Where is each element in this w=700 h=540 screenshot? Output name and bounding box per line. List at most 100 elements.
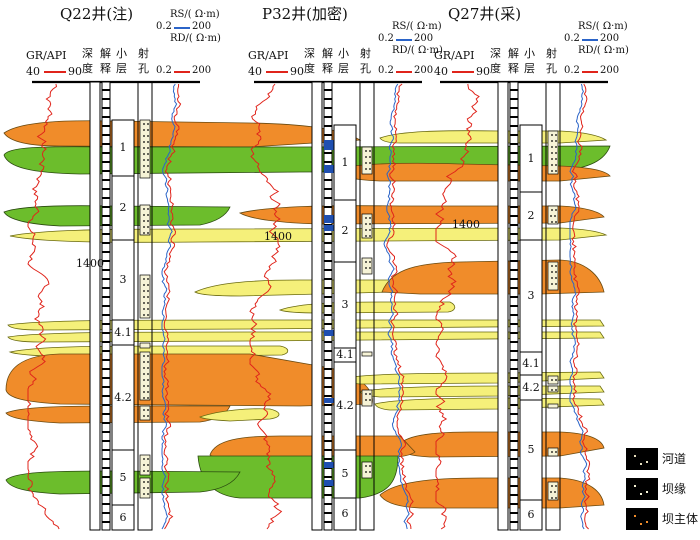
rs-curve: [383, 83, 410, 530]
rs-swatch: [582, 39, 598, 41]
perforation-dot: [147, 165, 149, 167]
perforation-interval: [139, 119, 151, 179]
perforation-dot: [551, 158, 553, 160]
perforation-dot: [147, 493, 149, 495]
layer-number: 4.1: [522, 356, 540, 370]
perforation-dot: [143, 159, 145, 161]
legend-dot: [640, 493, 642, 495]
perforation-dot: [369, 217, 371, 219]
perforation-dot: [143, 361, 145, 363]
legend-dot: [640, 523, 642, 525]
perforation-dot: [147, 458, 149, 460]
column-label-char: 射: [360, 47, 371, 60]
rd-label: RD/( Ω·m): [170, 33, 221, 44]
perforation-dot: [551, 140, 553, 142]
layer-number: 3: [527, 289, 535, 302]
perforation-interval: [547, 385, 559, 393]
perforation-interval: [547, 403, 559, 409]
gr-label: GR/API: [248, 49, 289, 62]
interpretation-mark: [324, 462, 336, 468]
column-label-char: 射: [546, 47, 557, 60]
perforation-dot: [147, 141, 149, 143]
well-track-group: [249, 80, 422, 531]
bar-edge-body: [278, 301, 456, 314]
layer-number: 2: [119, 201, 127, 214]
perforation-dot: [550, 491, 552, 493]
legend-dot: [646, 521, 648, 523]
perforation-dot: [369, 156, 371, 158]
gr-max: 90: [68, 65, 82, 78]
perforation-dot: [369, 168, 371, 170]
perforation-dot: [147, 397, 149, 399]
perforation-dot: [147, 373, 149, 375]
perforation-dot: [555, 146, 557, 148]
perforation-dot: [365, 465, 367, 467]
bar-main-body: [379, 477, 605, 509]
perforation-dot: [369, 229, 371, 231]
perforation-dot: [147, 214, 149, 216]
perforation-dot: [147, 226, 149, 228]
perforation-dot: [369, 150, 371, 152]
perforation-dot: [365, 156, 367, 158]
interpretation-mark: [324, 165, 336, 173]
perforation-dot: [551, 497, 553, 499]
perforation-dot: [143, 129, 145, 131]
perforation-interval: [547, 205, 559, 225]
column-label-char: 深: [304, 47, 315, 60]
perforation-dot: [147, 278, 149, 280]
perforation-dot: [143, 278, 145, 280]
perforation-dot: [143, 314, 145, 316]
rd-swatch: [582, 71, 598, 73]
perforation-column: [359, 81, 375, 531]
legend-swatch: [626, 448, 658, 470]
perforation-dot: [143, 165, 145, 167]
rs-max: 200: [414, 33, 434, 44]
gr-label: GR/API: [434, 49, 475, 62]
column-label-char: 小: [524, 47, 535, 60]
gr-max: 90: [476, 65, 490, 78]
depth-column: [89, 81, 101, 531]
perforation-dot: [555, 134, 557, 136]
bar-edge-body: [199, 408, 280, 422]
perforation-dot: [147, 220, 149, 222]
interpretation-mark: [324, 330, 336, 336]
perforation-dot: [551, 164, 553, 166]
gr-min: 40: [248, 65, 262, 78]
perforation-dot: [143, 302, 145, 304]
perforation-dot: [147, 487, 149, 489]
well-title: Q27井(采): [448, 5, 522, 23]
rd-max: 200: [192, 65, 212, 76]
depth-mark: 1400: [452, 218, 480, 231]
legend-dot: [640, 463, 642, 465]
well-title: Q22井(注): [60, 5, 134, 23]
perforation-dot: [143, 409, 145, 411]
rd-label: RD/( Ω·m): [578, 45, 629, 56]
bar-edge-body: [339, 371, 605, 385]
bar-edge-body: [7, 319, 605, 331]
perforation-dot: [143, 208, 145, 210]
layer-number: 4.2: [114, 390, 132, 404]
perforation-interval: [361, 461, 373, 479]
perforation-interval: [547, 481, 559, 501]
perforation-dot: [369, 261, 371, 263]
bar-main-body: [3, 120, 362, 148]
rd-max: 200: [414, 65, 434, 76]
interpretation-mark: [324, 398, 336, 403]
layer-box: [333, 497, 357, 531]
perforation-interval: [361, 146, 373, 175]
perforation-dot: [365, 162, 367, 164]
perforation-dot: [365, 471, 367, 473]
perforation-interval: [139, 342, 151, 349]
gr-swatch: [44, 71, 66, 73]
column-label-char: 孔: [546, 62, 557, 75]
depth-column: [311, 81, 323, 531]
rs-min: 0.2: [564, 33, 580, 44]
perforation-dot: [551, 221, 553, 223]
layer-number: 2: [527, 209, 535, 222]
column-label-char: 小: [116, 47, 127, 60]
gr-min: 40: [26, 65, 40, 78]
column-label-char: 度: [490, 62, 501, 75]
perforation-interval: [547, 261, 559, 291]
perforation-dot: [369, 399, 371, 401]
